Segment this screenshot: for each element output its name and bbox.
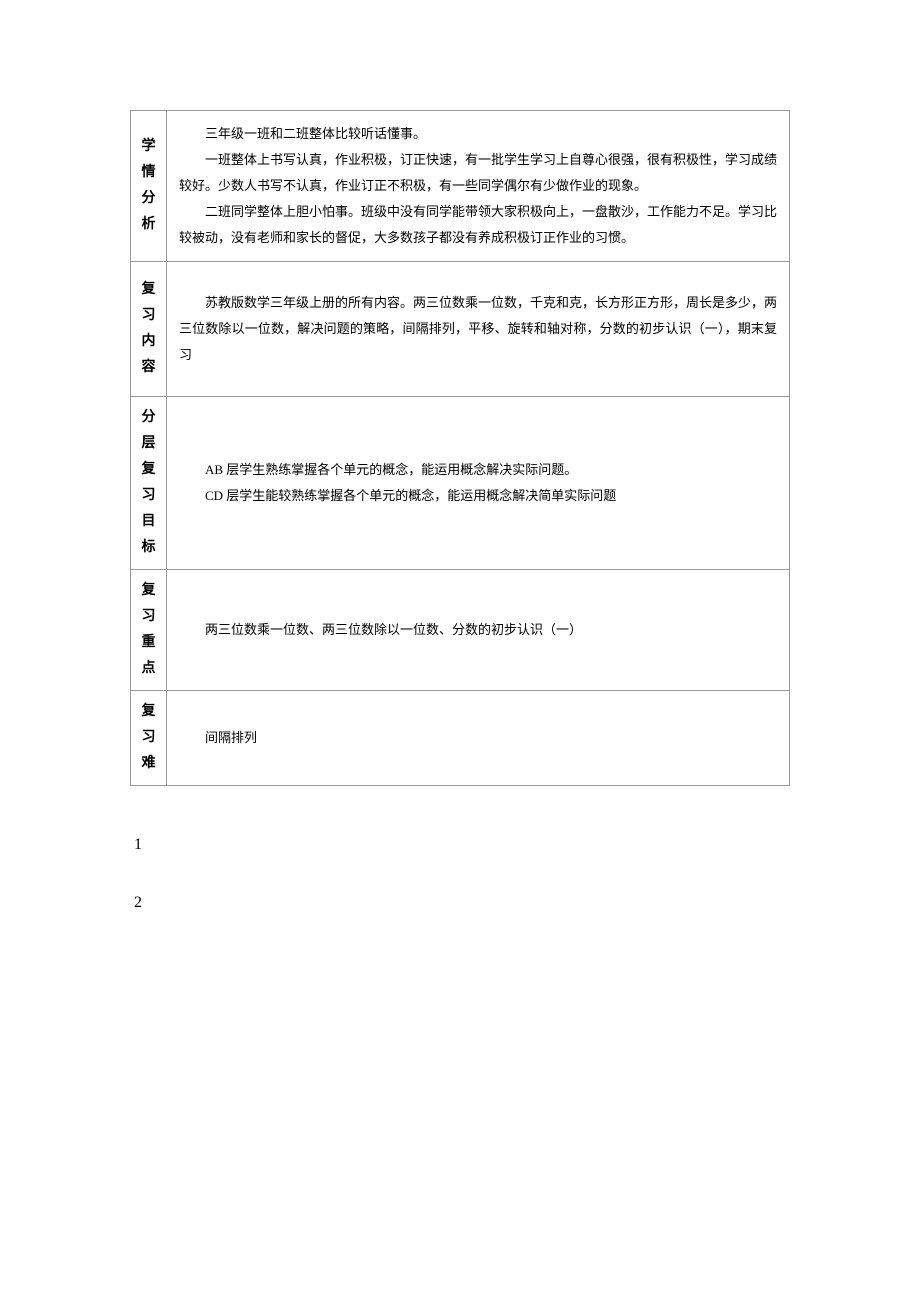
row-label-cell: 学情分析 <box>131 111 167 262</box>
table-row: 复习难 间隔排列 <box>131 691 790 786</box>
table-row: 复习重点 两三位数乘一位数、两三位数除以一位数、分数的初步认识（一） <box>131 570 790 691</box>
footer-number: 1 <box>134 836 790 854</box>
content-paragraph: 三年级一班和二班整体比较听话懂事。 <box>179 121 777 147</box>
row-label-cell: 复习重点 <box>131 570 167 691</box>
content-paragraph: 苏教版数学三年级上册的所有内容。两三位数乘一位数，千克和克，长方形正方形，周长是… <box>179 290 777 368</box>
row-label: 复习重点 <box>135 578 162 682</box>
table-row: 复习内容 苏教版数学三年级上册的所有内容。两三位数乘一位数，千克和克，长方形正方… <box>131 262 790 397</box>
footer-numbers: 1 2 <box>130 836 790 912</box>
content-paragraph: 两三位数乘一位数、两三位数除以一位数、分数的初步认识（一） <box>179 617 777 643</box>
row-label: 复习难 <box>135 699 162 777</box>
row-label-cell: 复习难 <box>131 691 167 786</box>
row-label: 复习内容 <box>135 277 162 381</box>
content-paragraph: CD 层学生能较熟练掌握各个单元的概念，能运用概念解决简单实际问题 <box>179 483 777 509</box>
row-content-cell: 苏教版数学三年级上册的所有内容。两三位数乘一位数，千克和克，长方形正方形，周长是… <box>167 262 790 397</box>
row-content-cell: 间隔排列 <box>167 691 790 786</box>
content-paragraph: 一班整体上书写认真，作业积极，订正快速，有一批学生学习上自尊心很强，很有积极性，… <box>179 147 777 199</box>
content-paragraph: 间隔排列 <box>179 725 777 751</box>
study-plan-table: 学情分析 三年级一班和二班整体比较听话懂事。 一班整体上书写认真，作业积极，订正… <box>130 110 790 786</box>
table-row: 分层复习目标 AB 层学生熟练掌握各个单元的概念，能运用概念解决实际问题。 CD… <box>131 397 790 570</box>
row-label-cell: 分层复习目标 <box>131 397 167 570</box>
row-content-cell: 两三位数乘一位数、两三位数除以一位数、分数的初步认识（一） <box>167 570 790 691</box>
row-label-cell: 复习内容 <box>131 262 167 397</box>
footer-number: 2 <box>134 894 790 912</box>
row-label: 学情分析 <box>135 134 162 238</box>
content-paragraph: AB 层学生熟练掌握各个单元的概念，能运用概念解决实际问题。 <box>179 457 777 483</box>
table-row: 学情分析 三年级一班和二班整体比较听话懂事。 一班整体上书写认真，作业积极，订正… <box>131 111 790 262</box>
row-content-cell: AB 层学生熟练掌握各个单元的概念，能运用概念解决实际问题。 CD 层学生能较熟… <box>167 397 790 570</box>
content-paragraph: 二班同学整体上胆小怕事。班级中没有同学能带领大家积极向上，一盘散沙，工作能力不足… <box>179 199 777 251</box>
row-label: 分层复习目标 <box>135 405 162 561</box>
row-content-cell: 三年级一班和二班整体比较听话懂事。 一班整体上书写认真，作业积极，订正快速，有一… <box>167 111 790 262</box>
